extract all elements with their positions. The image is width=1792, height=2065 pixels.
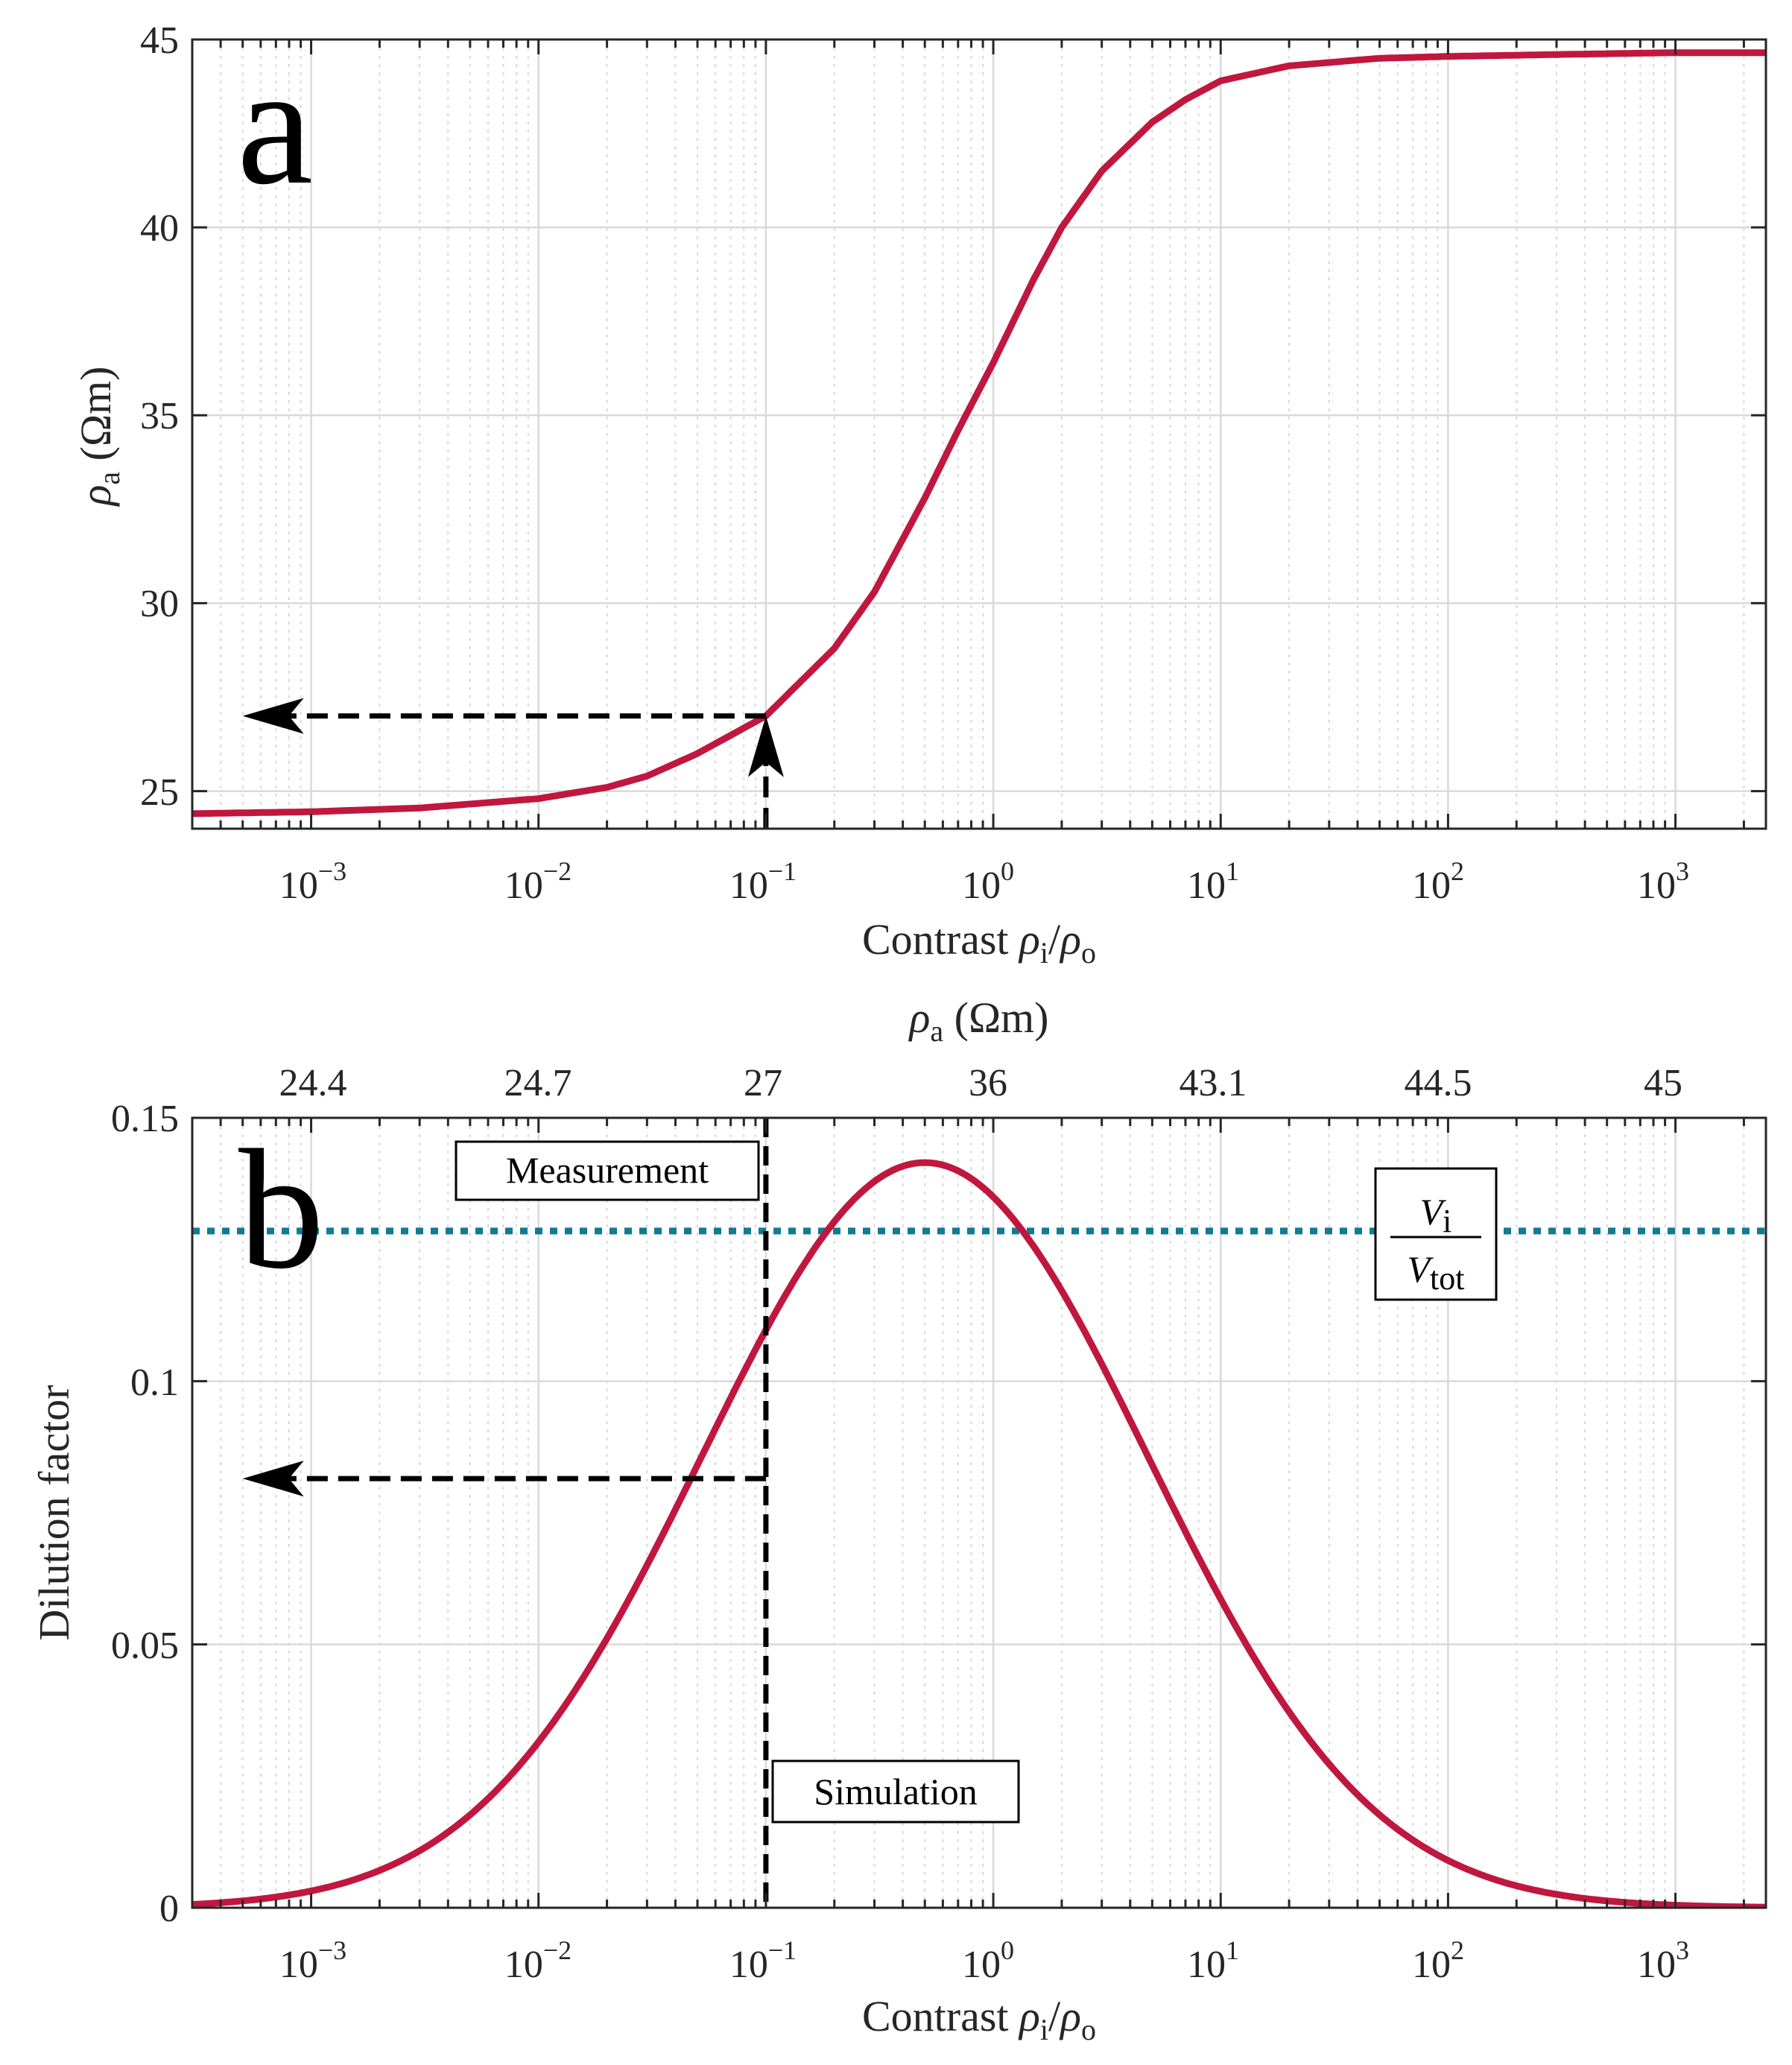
x-tick-label: 100 [962,856,1014,907]
ticks-a [191,38,1766,829]
x-tick-label: 103 [1637,1935,1689,1986]
series-line [192,1159,1766,1908]
y-tick-label: 0 [159,1888,179,1930]
y-tick-label: 45 [140,19,179,62]
measurement-label: Measurement [506,1149,709,1191]
y-tick-label: 0.05 [111,1625,179,1667]
axes-frame-b [191,1116,1767,1909]
x-tick-label: 10−2 [504,1935,572,1986]
y-axis-label-b: Dilution factor [30,1385,78,1640]
arrowhead [242,1461,304,1497]
grid-b [191,1116,1766,1909]
top-x-tick-label: 43.1 [1180,1062,1247,1104]
chart-panel-a: a 25 30 35 40 45 10−3 10−2 10−1 100 101 … [72,19,1767,970]
y-tick-label: 0.1 [130,1362,179,1404]
x-tick-label: 101 [1187,1935,1239,1986]
top-x-tick-label: 27 [744,1062,782,1104]
top-x-tick-labels-b: 24.4 24.7 27 36 43.1 44.5 45 [279,1062,1683,1104]
series-line [192,49,1766,818]
x-tick-label: 100 [962,1935,1014,1986]
x-axis-label-a: Contrast ρi/ρo [862,915,1096,970]
axes-frame-a [191,38,1767,830]
x-tick-label: 101 [1187,856,1239,907]
y-tick-label: 40 [140,207,179,250]
x-tick-label: 10−2 [504,856,572,907]
x-tick-labels-b: 10−3 10−2 10−1 100 101 102 103 [279,1935,1689,1986]
volume-fraction-numerator: Vi [1420,1191,1452,1239]
y-tick-labels-a: 25 30 35 40 45 [140,19,179,814]
y-tick-label: 0.15 [111,1098,179,1140]
y-tick-label: 35 [140,395,179,437]
top-x-tick-label: 44.5 [1405,1062,1472,1104]
chart-panel-b: b Measurement Simulation Vi Vtot 0 0.05 … [30,993,1767,2046]
y-axis-label-a: ρa (Ωm) [72,367,126,507]
arrowhead [747,715,784,777]
x-tick-label: 10−1 [729,856,797,907]
y-tick-label: 25 [140,771,179,814]
top-x-axis-label-b: ρa (Ωm) [908,993,1049,1048]
simulation-label: Simulation [814,1771,977,1812]
x-tick-label: 10−3 [279,1935,346,1986]
x-tick-label: 10−1 [729,1935,797,1986]
x-tick-label: 10−3 [279,856,346,907]
volume-fraction-denominator: Vtot [1408,1248,1465,1297]
simulation-label-box: Simulation [771,1759,1020,1824]
x-tick-label: 103 [1637,856,1689,907]
y-tick-label: 30 [140,583,179,625]
grid-a [191,38,1766,829]
series-b [192,1159,1766,1908]
x-tick-labels-a: 10−3 10−2 10−1 100 101 102 103 [279,856,1689,907]
x-axis-label-b: Contrast ρi/ρo [862,1992,1096,2046]
top-x-tick-label: 45 [1644,1062,1682,1104]
y-tick-labels-b: 0 0.05 0.1 0.15 [111,1098,179,1930]
ticks-b [191,1116,1766,1909]
arrowhead [242,698,304,734]
panel-label-b: b [238,1114,324,1304]
volume-fraction-label-box: Vi Vtot [1374,1167,1498,1301]
measurement-label-box: Measurement [455,1140,760,1201]
x-tick-label: 102 [1412,856,1464,907]
top-x-tick-label: 36 [969,1062,1007,1104]
top-x-tick-label: 24.7 [504,1062,572,1104]
x-tick-label: 102 [1412,1935,1464,1986]
annotations-b [242,1118,769,1908]
panel-label-a: a [237,30,313,220]
series-a [192,49,1766,818]
top-x-tick-label: 24.4 [279,1062,347,1104]
